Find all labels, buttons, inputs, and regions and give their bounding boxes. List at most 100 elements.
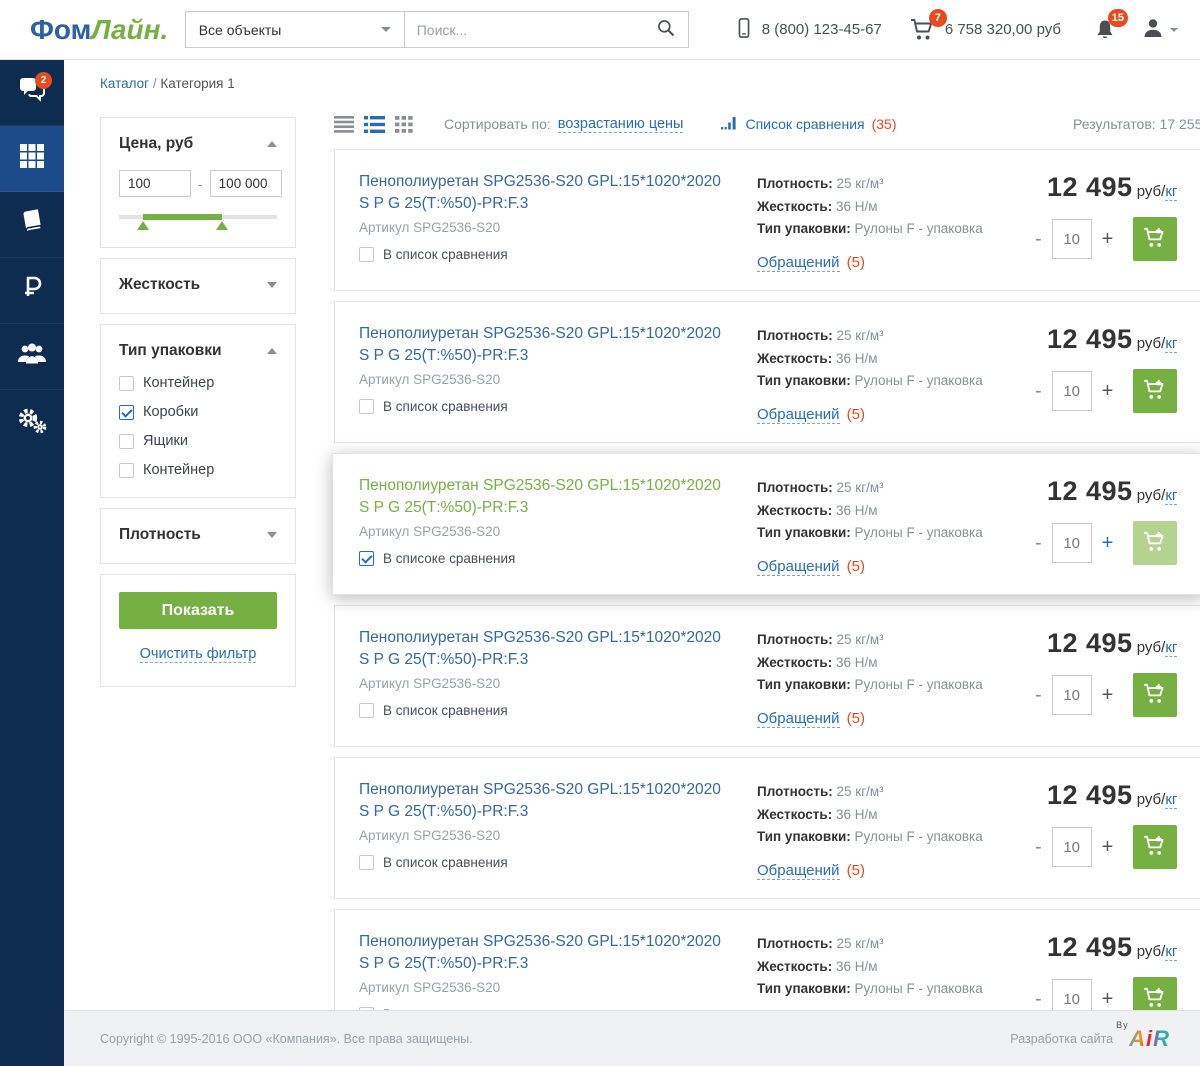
cart-widget[interactable]: 7 6 758 320,00 руб bbox=[910, 8, 1061, 42]
quantity-increase-button[interactable]: + bbox=[1092, 684, 1124, 707]
quantity-decrease-button[interactable]: - bbox=[1025, 380, 1052, 403]
sidebar-item-messages[interactable]: 2 bbox=[0, 60, 64, 126]
quantity-increase-button[interactable]: + bbox=[1092, 532, 1124, 555]
product-title-link[interactable]: Пенополиуретан SPG2536-S20 GPL:15*1020*2… bbox=[359, 933, 721, 973]
filter-option[interactable]: Коробки bbox=[119, 404, 277, 420]
compare-checkbox[interactable]: В список сравнения bbox=[359, 855, 757, 871]
notifications-button[interactable]: 15 bbox=[1093, 8, 1128, 42]
sidebar-item-users[interactable] bbox=[0, 324, 64, 390]
filter-option[interactable]: Контейнер bbox=[119, 375, 277, 391]
compare-checkbox-box[interactable] bbox=[359, 1007, 374, 1010]
compare-checkbox-box[interactable] bbox=[359, 855, 374, 871]
filter-density-header[interactable]: Плотность bbox=[119, 526, 277, 544]
add-to-cart-button[interactable] bbox=[1133, 521, 1178, 566]
requests-link[interactable]: Обращений (5) bbox=[757, 406, 865, 425]
add-to-cart-button[interactable] bbox=[1133, 825, 1178, 870]
quantity-input[interactable] bbox=[1051, 979, 1092, 1010]
compare-checkbox[interactable]: В список сравнения bbox=[359, 1007, 757, 1010]
product-title-link[interactable]: Пенополиуретан SPG2536-S20 GPL:15*1020*2… bbox=[359, 629, 721, 669]
filter-packaging-header[interactable]: Тип упаковки bbox=[119, 342, 277, 360]
sort-value-link[interactable]: возрастанию цены bbox=[557, 115, 684, 133]
compare-checkbox[interactable]: В список сравнения bbox=[359, 703, 757, 719]
quantity-input[interactable] bbox=[1051, 523, 1092, 564]
checkbox-icon[interactable] bbox=[119, 433, 134, 449]
quantity-decrease-button[interactable]: - bbox=[1025, 836, 1052, 859]
quantity-increase-button[interactable]: + bbox=[1092, 380, 1124, 403]
logo[interactable]: ФомЛайн. bbox=[30, 14, 177, 46]
quantity-increase-button[interactable]: + bbox=[1092, 228, 1124, 251]
user-menu[interactable] bbox=[1141, 16, 1178, 44]
category-dropdown[interactable]: Все объекты bbox=[184, 11, 405, 48]
requests-link[interactable]: Обращений (5) bbox=[757, 254, 865, 273]
compare-checkbox-box[interactable] bbox=[359, 551, 374, 567]
compare-checkbox-box[interactable] bbox=[359, 247, 374, 262]
compare-checkbox[interactable]: В список сравнения bbox=[359, 399, 757, 415]
add-to-cart-button[interactable] bbox=[1133, 977, 1178, 1010]
quantity-decrease-button[interactable]: - bbox=[1025, 532, 1052, 555]
sidebar-item-settings[interactable] bbox=[0, 390, 64, 456]
sidebar-item-documents[interactable] bbox=[0, 192, 64, 258]
requests-link[interactable]: Обращений (5) bbox=[757, 862, 865, 881]
price-unit-link[interactable]: кг bbox=[1165, 639, 1178, 658]
quantity-input[interactable] bbox=[1051, 371, 1092, 412]
product-price: 12 495 руб/кг bbox=[1025, 932, 1178, 963]
compare-checkbox[interactable]: В список сравнения bbox=[359, 247, 757, 262]
product-attrs-list: Плотность: 25 кг/м³ Жесткость: 36 Н/м Тип … bbox=[757, 781, 1025, 849]
requests-link[interactable]: Обращений (5) bbox=[757, 558, 866, 577]
price-unit-link[interactable]: кг bbox=[1165, 183, 1178, 201]
quantity-input[interactable] bbox=[1051, 827, 1092, 868]
quantity-increase-button[interactable]: + bbox=[1092, 988, 1124, 1010]
air-developer-logo[interactable]: By AiR bbox=[1116, 1020, 1170, 1052]
quantity-increase-button[interactable]: + bbox=[1092, 836, 1124, 859]
view-detailed-icon[interactable] bbox=[364, 115, 385, 133]
product-title-link[interactable]: Пенополиуретан SPG2536-S20 GPL:15*1020*2… bbox=[359, 173, 721, 212]
price-unit-link[interactable]: кг bbox=[1165, 943, 1178, 962]
search-button[interactable] bbox=[644, 18, 688, 41]
view-grid-icon[interactable] bbox=[395, 115, 413, 133]
sidebar-item-catalog[interactable] bbox=[0, 126, 64, 192]
phone-number: 8 (800) 123-45-67 bbox=[735, 17, 882, 42]
slider-handle-min[interactable] bbox=[136, 221, 149, 230]
requests-link[interactable]: Обращений (5) bbox=[757, 710, 865, 729]
quantity-decrease-button[interactable]: - bbox=[1025, 988, 1052, 1010]
product-title-link[interactable]: Пенополиуретан SPG2536-S20 GPL:15*1020*2… bbox=[359, 325, 721, 365]
logo-part-green: Лайн bbox=[91, 13, 161, 45]
price-unit-link[interactable]: кг bbox=[1165, 487, 1178, 506]
slider-handle-max[interactable] bbox=[215, 221, 228, 230]
apply-filters-button[interactable]: Показать bbox=[119, 592, 277, 629]
checkbox-icon[interactable] bbox=[119, 404, 134, 420]
compare-checkbox[interactable]: В списоке сравнения bbox=[359, 551, 757, 567]
filter-option[interactable]: Ящики bbox=[119, 433, 277, 449]
checkbox-icon[interactable] bbox=[119, 462, 134, 478]
quantity-input[interactable] bbox=[1051, 219, 1092, 259]
price-min-input[interactable] bbox=[119, 170, 191, 197]
filter-option[interactable]: Контейнер bbox=[119, 462, 277, 478]
cart-plus-icon bbox=[1143, 987, 1167, 1010]
requests-count: (5) bbox=[846, 558, 866, 576]
compare-list-link[interactable]: Список сравнения (35) bbox=[721, 116, 897, 133]
view-list-icon[interactable] bbox=[334, 115, 354, 133]
add-to-cart-button[interactable] bbox=[1133, 217, 1178, 261]
quantity-input[interactable] bbox=[1051, 675, 1092, 716]
checkbox-icon[interactable] bbox=[119, 375, 134, 391]
price-max-input[interactable] bbox=[209, 170, 282, 197]
filter-price-header[interactable]: Цена, руб bbox=[119, 135, 277, 153]
compare-checkbox-box[interactable] bbox=[359, 703, 374, 719]
breadcrumb-catalog-link[interactable]: Каталог bbox=[100, 76, 150, 91]
add-to-cart-button[interactable] bbox=[1133, 369, 1178, 414]
search-input[interactable] bbox=[404, 21, 644, 38]
compare-checkbox-box[interactable] bbox=[359, 399, 374, 415]
sidebar-item-finance[interactable] bbox=[0, 258, 64, 324]
product-title-link[interactable]: Пенополиуретан SPG2536-S20 GPL:15*1020*2… bbox=[359, 781, 721, 821]
quantity-decrease-button[interactable]: - bbox=[1025, 228, 1052, 251]
price-unit-link[interactable]: кг bbox=[1165, 335, 1178, 354]
quantity-decrease-button[interactable]: - bbox=[1025, 684, 1052, 707]
add-to-cart-button[interactable] bbox=[1133, 673, 1178, 718]
breadcrumb-separator: / bbox=[152, 76, 157, 91]
price-unit-link[interactable]: кг bbox=[1165, 791, 1178, 810]
developer-label: Разработка сайта bbox=[1010, 1031, 1114, 1046]
attr-label: Тип упаковки: bbox=[757, 677, 851, 693]
product-title-link[interactable]: Пенополиуретан SPG2536-S20 GPL:15*1020*2… bbox=[359, 477, 721, 517]
filter-stiffness-header[interactable]: Жесткость bbox=[119, 276, 277, 294]
clear-filters-link[interactable]: Очистить фильтр bbox=[139, 646, 257, 663]
